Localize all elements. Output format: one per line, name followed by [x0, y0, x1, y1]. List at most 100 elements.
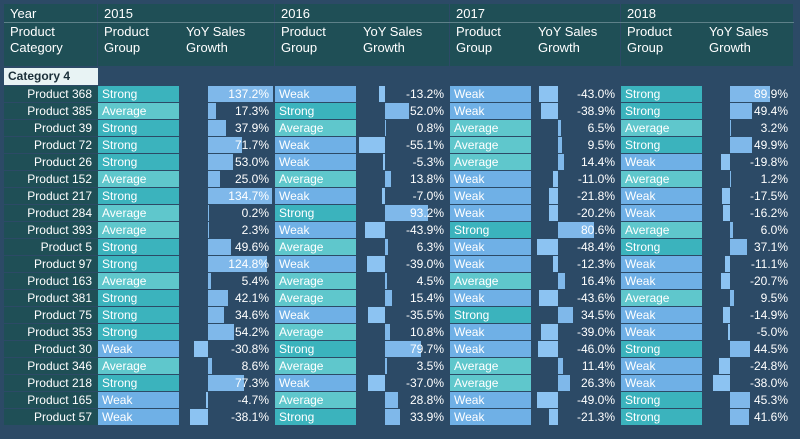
product-group-cell: Weak: [450, 171, 531, 187]
yoy-growth-cell: 0.8%: [357, 120, 449, 136]
product-label[interactable]: Product 284: [4, 205, 98, 221]
yoy-growth-bar: [385, 103, 409, 119]
yoy-growth-bar: [541, 324, 558, 340]
yoy-growth-cell: -43.0%: [532, 86, 620, 102]
yoy-growth-value: 49.9%: [753, 138, 788, 152]
yoy-growth-cell: -43.6%: [532, 290, 620, 306]
yoy-growth-bar: [208, 120, 226, 136]
header-year-2017: 2017 Product Group YoY Sales Growth: [450, 4, 621, 66]
product-group-cell: Weak: [98, 409, 179, 425]
yoy-growth-bar: [208, 273, 211, 289]
product-label[interactable]: Product 152: [4, 171, 98, 187]
product-label[interactable]: Product 163: [4, 273, 98, 289]
yoy-growth-value: 6.5%: [587, 121, 615, 135]
product-group-cell: Average: [98, 103, 179, 119]
yoy-growth-value: 45.3%: [753, 393, 788, 407]
yoy-growth-value: 54.2%: [234, 325, 269, 339]
yoy-growth-value: 25.0%: [234, 172, 269, 186]
yoy-growth-value: -24.8%: [749, 359, 788, 373]
yoy-growth-value: -43.0%: [576, 87, 615, 101]
product-group-cell: Average: [621, 171, 702, 187]
product-group-cell: Strong: [621, 86, 702, 102]
yoy-growth-bar: [208, 154, 233, 170]
yoy-growth-cell: -19.8%: [703, 154, 793, 170]
product-group-cell: Weak: [275, 375, 356, 391]
yoy-growth-bar: [383, 154, 385, 170]
header-group-label: Product Group: [627, 24, 672, 55]
yoy-growth-value: 6.3%: [416, 240, 444, 254]
yoy-growth-value: 33.9%: [409, 410, 444, 424]
product-label[interactable]: Product 353: [4, 324, 98, 340]
product-label[interactable]: Product 39: [4, 120, 98, 136]
yoy-growth-cell: -12.3%: [532, 256, 620, 272]
product-label[interactable]: Product 218: [4, 375, 98, 391]
yoy-growth-value: 134.7%: [228, 189, 269, 203]
yoy-growth-value: -16.2%: [749, 206, 788, 220]
product-label[interactable]: Product 368: [4, 86, 98, 102]
product-group-cell: Average: [275, 171, 356, 187]
yoy-growth-value: 124.8%: [228, 257, 269, 271]
product-label[interactable]: Product 346: [4, 358, 98, 374]
yoy-growth-value: 49.6%: [234, 240, 269, 254]
yoy-growth-bar: [728, 324, 730, 340]
product-group-cell: Average: [450, 358, 531, 374]
product-label[interactable]: Product 381: [4, 290, 98, 306]
product-label[interactable]: Product 393: [4, 222, 98, 238]
yoy-growth-cell: 28.8%: [357, 392, 449, 408]
yoy-growth-value: -5.3%: [412, 155, 444, 169]
yoy-growth-value: -30.8%: [230, 342, 269, 356]
yoy-growth-cell: -14.9%: [703, 307, 793, 323]
yoy-growth-bar: [190, 409, 208, 425]
yoy-growth-bar: [368, 375, 385, 391]
yoy-growth-bar: [385, 290, 392, 306]
yoy-growth-bar: [367, 256, 385, 272]
product-group-cell: Average: [98, 171, 179, 187]
yoy-growth-bar: [730, 120, 731, 136]
yoy-growth-value: 37.9%: [234, 121, 269, 135]
product-label[interactable]: Product 75: [4, 307, 98, 323]
yoy-growth-value: -7.0%: [412, 189, 444, 203]
header-year-value: 2015: [104, 6, 133, 21]
yoy-growth-value: -39.0%: [576, 325, 615, 339]
yoy-growth-bar: [730, 171, 731, 187]
product-label[interactable]: Product 57: [4, 409, 98, 425]
yoy-growth-cell: 25.0%: [180, 171, 274, 187]
yoy-growth-cell: 34.5%: [532, 307, 620, 323]
yoy-growth-bar: [721, 154, 730, 170]
yoy-growth-bar: [730, 290, 734, 306]
yoy-growth-bar: [208, 290, 228, 306]
product-label[interactable]: Product 30: [4, 341, 98, 357]
product-group-cell: Strong: [98, 137, 179, 153]
product-group-cell: Average: [621, 290, 702, 306]
product-label[interactable]: Product 165: [4, 392, 98, 408]
product-group-cell: Weak: [450, 239, 531, 255]
header-group-label: Product Group: [456, 24, 501, 55]
product-group-cell: Strong: [98, 324, 179, 340]
product-group-cell: Average: [450, 137, 531, 153]
category-row-label[interactable]: Category 4: [4, 68, 98, 85]
product-group-cell: Strong: [275, 409, 356, 425]
yoy-growth-cell: 137.2%: [180, 86, 274, 102]
product-label[interactable]: Product 217: [4, 188, 98, 204]
product-group-cell: Strong: [98, 239, 179, 255]
yoy-growth-bar: [723, 307, 730, 323]
product-group-cell: Strong: [621, 103, 702, 119]
yoy-growth-bar: [539, 86, 558, 102]
yoy-growth-bar: [208, 222, 209, 238]
yoy-growth-bar: [194, 341, 208, 357]
product-label[interactable]: Product 385: [4, 103, 98, 119]
yoy-growth-cell: -20.2%: [532, 205, 620, 221]
yoy-growth-cell: 79.7%: [357, 341, 449, 357]
product-group-cell: Weak: [450, 392, 531, 408]
yoy-growth-value: 16.4%: [580, 274, 615, 288]
product-group-cell: Weak: [621, 375, 702, 391]
yoy-growth-bar: [385, 205, 428, 221]
yoy-growth-value: 93.2%: [409, 206, 444, 220]
product-label[interactable]: Product 5: [4, 239, 98, 255]
yoy-growth-bar: [722, 188, 730, 204]
product-label[interactable]: Product 97: [4, 256, 98, 272]
product-label[interactable]: Product 72: [4, 137, 98, 153]
yoy-growth-value: -21.8%: [576, 189, 615, 203]
yoy-growth-cell: 52.0%: [357, 103, 449, 119]
product-label[interactable]: Product 26: [4, 154, 98, 170]
